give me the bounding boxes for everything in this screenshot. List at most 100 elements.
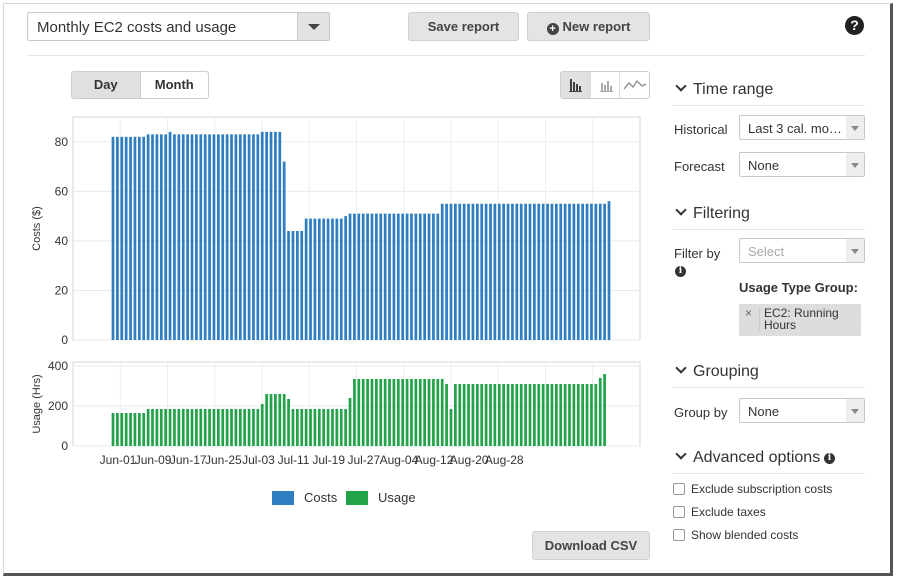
- usage-bar: [436, 379, 440, 446]
- costs-bar: [533, 203, 536, 340]
- forecast-label: Forecast: [674, 159, 725, 174]
- stacked-bar-icon[interactable]: [591, 72, 621, 98]
- costs-bar: [554, 203, 558, 340]
- usage-bar: [524, 384, 527, 446]
- costs-bar: [414, 213, 418, 340]
- month-toggle-button[interactable]: Month: [154, 77, 194, 92]
- costs-bar: [361, 213, 365, 340]
- usage-bar: [361, 379, 365, 446]
- costs-bar: [432, 213, 435, 340]
- chart-type-switcher: [560, 71, 650, 99]
- usage-bar: [383, 379, 387, 446]
- usage-bar: [353, 379, 356, 446]
- bar-chart-icon[interactable]: [561, 72, 591, 98]
- usage-bar: [502, 384, 506, 446]
- costs-bar: [598, 203, 602, 340]
- costs-bar: [489, 203, 492, 340]
- usage-bar: [278, 394, 282, 446]
- costs-bar: [120, 136, 124, 340]
- filter-by-select[interactable]: Select: [739, 238, 865, 263]
- costs-bar: [563, 203, 567, 340]
- usage-bar: [168, 409, 172, 446]
- costs-bar: [454, 203, 457, 340]
- usage-bar: [208, 409, 211, 446]
- usage-bar: [111, 413, 115, 446]
- x-tick-label: Jul-27: [347, 453, 380, 467]
- usage-bar: [137, 413, 141, 446]
- usage-bar: [274, 394, 277, 446]
- usage-bar: [533, 384, 536, 446]
- remove-tag-icon[interactable]: ×: [745, 306, 753, 320]
- costs-bar: [326, 218, 330, 340]
- costs-bar: [203, 134, 207, 340]
- filtering-header[interactable]: Filtering: [675, 204, 750, 223]
- advanced-options-header[interactable]: Advanced options: [675, 448, 820, 467]
- costs-bar: [252, 134, 255, 340]
- costs-bar: [436, 213, 440, 340]
- day-toggle-button[interactable]: Day: [72, 72, 141, 98]
- historical-select[interactable]: Last 3 cal. mo…: [739, 115, 865, 140]
- legend-costs-swatch: [272, 491, 294, 505]
- costs-bar: [208, 134, 211, 340]
- historical-label: Historical: [674, 122, 728, 137]
- usage-bar: [401, 379, 405, 446]
- usage-bar: [260, 404, 264, 446]
- report-select-toggle[interactable]: [297, 13, 329, 40]
- save-report-button[interactable]: Save report: [408, 12, 519, 41]
- x-tick-label: Jun-01: [100, 453, 137, 467]
- usage-bar: [541, 384, 545, 446]
- costs-bar: [146, 134, 150, 340]
- usage-bar: [528, 384, 532, 446]
- new-report-button[interactable]: + New report: [527, 12, 650, 41]
- costs-bar: [576, 203, 580, 340]
- usage-bar: [471, 384, 475, 446]
- x-tick-label: Jul-11: [278, 453, 310, 467]
- time-range-heading: Time range: [693, 81, 774, 98]
- usage-bar: [142, 413, 146, 446]
- costs-bar: [375, 213, 378, 340]
- costs-bar: [440, 203, 444, 340]
- costs-bar: [568, 203, 571, 340]
- group-by-select[interactable]: None: [739, 398, 865, 423]
- usage-bar: [322, 409, 326, 446]
- usage-ytick-label: 200: [48, 399, 68, 413]
- costs-bar: [129, 136, 132, 340]
- section-divider: [673, 387, 865, 388]
- usage-bar: [515, 384, 519, 446]
- usage-bar: [120, 413, 124, 446]
- chevron-down-icon: [846, 153, 864, 176]
- info-icon[interactable]: i: [675, 266, 686, 277]
- help-icon[interactable]: ?: [845, 16, 864, 35]
- costs-bar: [524, 203, 527, 340]
- group-by-value: None: [748, 404, 780, 419]
- download-csv-button[interactable]: Download CSV: [532, 531, 650, 560]
- costs-bar: [331, 218, 334, 340]
- forecast-select[interactable]: None: [739, 152, 865, 177]
- exclude-subscription-label: Exclude subscription costs: [691, 482, 833, 496]
- usage-bar: [234, 409, 238, 446]
- line-chart-icon[interactable]: [620, 72, 649, 98]
- costs-bar: [212, 134, 216, 340]
- costs-bar: [480, 203, 484, 340]
- exclude-subscription-checkbox[interactable]: [673, 483, 685, 495]
- show-blended-checkbox[interactable]: [673, 529, 685, 541]
- usage-bar: [357, 379, 361, 446]
- costs-ytick-label: 80: [55, 135, 69, 149]
- info-icon[interactable]: i: [824, 453, 835, 464]
- usage-bar: [410, 379, 413, 446]
- costs-bar: [581, 203, 585, 340]
- time-range-header[interactable]: Time range: [675, 80, 774, 99]
- exclude-taxes-checkbox[interactable]: [673, 506, 685, 518]
- costs-bar: [401, 213, 405, 340]
- costs-bar: [124, 136, 128, 340]
- plus-circle-icon: +: [546, 23, 559, 35]
- usage-bar: [370, 379, 374, 446]
- costs-bar: [572, 203, 576, 340]
- usage-bar: [238, 409, 242, 446]
- report-select[interactable]: Monthly EC2 costs and usage: [27, 12, 330, 41]
- costs-bar: [590, 203, 593, 340]
- usage-bar: [427, 379, 431, 446]
- costs-bar: [370, 213, 374, 340]
- costs-bar: [537, 203, 541, 340]
- grouping-header[interactable]: Grouping: [675, 362, 759, 381]
